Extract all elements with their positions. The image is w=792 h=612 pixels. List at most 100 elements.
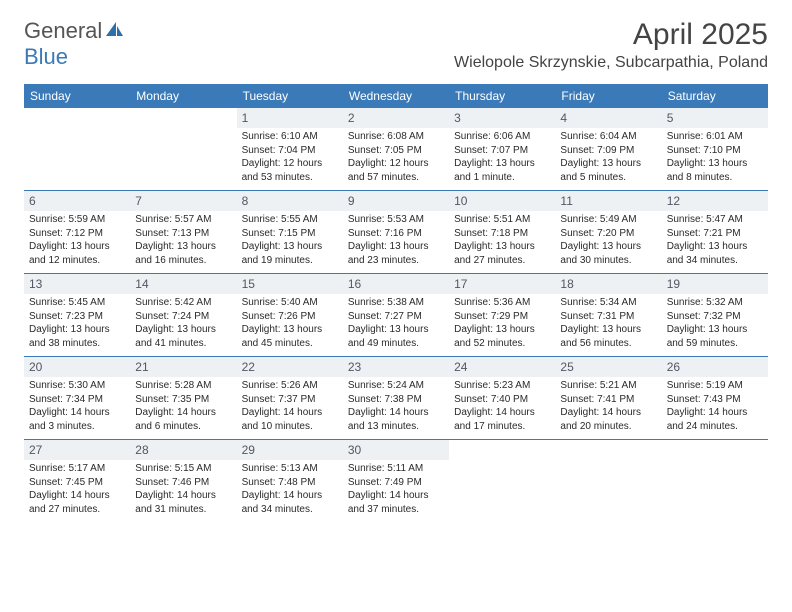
daylight-text: Daylight: 14 hours and 6 minutes.: [135, 406, 231, 433]
day-body: Sunrise: 6:06 AMSunset: 7:07 PMDaylight:…: [449, 128, 555, 188]
daylight-text: Daylight: 14 hours and 34 minutes.: [242, 489, 338, 516]
sunset-text: Sunset: 7:45 PM: [29, 476, 125, 490]
sunset-text: Sunset: 7:13 PM: [135, 227, 231, 241]
day-cell: 16Sunrise: 5:38 AMSunset: 7:27 PMDayligh…: [343, 274, 449, 356]
day-number: 15: [237, 274, 343, 294]
day-number: 14: [130, 274, 236, 294]
sunrise-text: Sunrise: 5:34 AM: [560, 296, 656, 310]
daylight-text: Daylight: 14 hours and 10 minutes.: [242, 406, 338, 433]
daylight-text: Daylight: 13 hours and 19 minutes.: [242, 240, 338, 267]
day-body: Sunrise: 5:51 AMSunset: 7:18 PMDaylight:…: [449, 211, 555, 271]
daylight-text: Daylight: 14 hours and 3 minutes.: [29, 406, 125, 433]
day-body: Sunrise: 6:08 AMSunset: 7:05 PMDaylight:…: [343, 128, 449, 188]
day-cell: 21Sunrise: 5:28 AMSunset: 7:35 PMDayligh…: [130, 357, 236, 439]
sunrise-text: Sunrise: 5:11 AM: [348, 462, 444, 476]
sunrise-text: Sunrise: 5:21 AM: [560, 379, 656, 393]
day-body: Sunrise: 5:28 AMSunset: 7:35 PMDaylight:…: [130, 377, 236, 437]
day-cell: [449, 440, 555, 522]
day-number: 23: [343, 357, 449, 377]
day-cell: 11Sunrise: 5:49 AMSunset: 7:20 PMDayligh…: [555, 191, 661, 273]
day-cell: 14Sunrise: 5:42 AMSunset: 7:24 PMDayligh…: [130, 274, 236, 356]
sunrise-text: Sunrise: 5:59 AM: [29, 213, 125, 227]
weekday-header: Sunday: [24, 84, 130, 108]
day-body: Sunrise: 5:11 AMSunset: 7:49 PMDaylight:…: [343, 460, 449, 520]
daylight-text: Daylight: 13 hours and 8 minutes.: [667, 157, 763, 184]
daylight-text: Daylight: 13 hours and 1 minute.: [454, 157, 550, 184]
day-number: 11: [555, 191, 661, 211]
day-number: 18: [555, 274, 661, 294]
day-number: 12: [662, 191, 768, 211]
day-body: Sunrise: 5:59 AMSunset: 7:12 PMDaylight:…: [24, 211, 130, 271]
daylight-text: Daylight: 13 hours and 56 minutes.: [560, 323, 656, 350]
day-body: Sunrise: 5:30 AMSunset: 7:34 PMDaylight:…: [24, 377, 130, 437]
sunset-text: Sunset: 7:32 PM: [667, 310, 763, 324]
sunrise-text: Sunrise: 5:28 AM: [135, 379, 231, 393]
day-cell: 12Sunrise: 5:47 AMSunset: 7:21 PMDayligh…: [662, 191, 768, 273]
day-number: [449, 440, 555, 444]
sunset-text: Sunset: 7:29 PM: [454, 310, 550, 324]
day-number: 26: [662, 357, 768, 377]
day-number: 9: [343, 191, 449, 211]
day-cell: 24Sunrise: 5:23 AMSunset: 7:40 PMDayligh…: [449, 357, 555, 439]
sunrise-text: Sunrise: 5:17 AM: [29, 462, 125, 476]
sunset-text: Sunset: 7:21 PM: [667, 227, 763, 241]
day-number: 5: [662, 108, 768, 128]
day-body: Sunrise: 5:19 AMSunset: 7:43 PMDaylight:…: [662, 377, 768, 437]
day-cell: 17Sunrise: 5:36 AMSunset: 7:29 PMDayligh…: [449, 274, 555, 356]
sunset-text: Sunset: 7:04 PM: [242, 144, 338, 158]
sail-icon: [104, 18, 124, 44]
sunrise-text: Sunrise: 5:23 AM: [454, 379, 550, 393]
sunrise-text: Sunrise: 5:19 AM: [667, 379, 763, 393]
daylight-text: Daylight: 14 hours and 27 minutes.: [29, 489, 125, 516]
day-cell: 7Sunrise: 5:57 AMSunset: 7:13 PMDaylight…: [130, 191, 236, 273]
brand-name-part1: General: [24, 18, 102, 43]
daylight-text: Daylight: 13 hours and 52 minutes.: [454, 323, 550, 350]
day-cell: 26Sunrise: 5:19 AMSunset: 7:43 PMDayligh…: [662, 357, 768, 439]
sunset-text: Sunset: 7:38 PM: [348, 393, 444, 407]
weekday-header: Friday: [555, 84, 661, 108]
sunrise-text: Sunrise: 6:04 AM: [560, 130, 656, 144]
sunrise-text: Sunrise: 5:32 AM: [667, 296, 763, 310]
day-body: Sunrise: 5:36 AMSunset: 7:29 PMDaylight:…: [449, 294, 555, 354]
day-number: 22: [237, 357, 343, 377]
sunrise-text: Sunrise: 6:01 AM: [667, 130, 763, 144]
daylight-text: Daylight: 12 hours and 57 minutes.: [348, 157, 444, 184]
week-row: 20Sunrise: 5:30 AMSunset: 7:34 PMDayligh…: [24, 357, 768, 440]
day-number: 25: [555, 357, 661, 377]
week-row: 13Sunrise: 5:45 AMSunset: 7:23 PMDayligh…: [24, 274, 768, 357]
day-body: Sunrise: 5:15 AMSunset: 7:46 PMDaylight:…: [130, 460, 236, 520]
day-cell: 20Sunrise: 5:30 AMSunset: 7:34 PMDayligh…: [24, 357, 130, 439]
day-body: Sunrise: 5:55 AMSunset: 7:15 PMDaylight:…: [237, 211, 343, 271]
sunrise-text: Sunrise: 5:13 AM: [242, 462, 338, 476]
sunrise-text: Sunrise: 5:55 AM: [242, 213, 338, 227]
day-body: Sunrise: 5:45 AMSunset: 7:23 PMDaylight:…: [24, 294, 130, 354]
day-cell: 9Sunrise: 5:53 AMSunset: 7:16 PMDaylight…: [343, 191, 449, 273]
sunrise-text: Sunrise: 5:30 AM: [29, 379, 125, 393]
day-cell: [130, 108, 236, 190]
sunrise-text: Sunrise: 6:10 AM: [242, 130, 338, 144]
sunset-text: Sunset: 7:18 PM: [454, 227, 550, 241]
sunset-text: Sunset: 7:27 PM: [348, 310, 444, 324]
day-number: 21: [130, 357, 236, 377]
day-number: 24: [449, 357, 555, 377]
day-number: [555, 440, 661, 444]
day-number: [24, 108, 130, 112]
day-body: Sunrise: 6:01 AMSunset: 7:10 PMDaylight:…: [662, 128, 768, 188]
day-cell: [662, 440, 768, 522]
day-number: [130, 108, 236, 112]
page-header: General Blue April 2025 Wielopole Skrzyn…: [0, 0, 792, 76]
week-row: 6Sunrise: 5:59 AMSunset: 7:12 PMDaylight…: [24, 191, 768, 274]
sunset-text: Sunset: 7:07 PM: [454, 144, 550, 158]
sunset-text: Sunset: 7:24 PM: [135, 310, 231, 324]
day-body: Sunrise: 5:32 AMSunset: 7:32 PMDaylight:…: [662, 294, 768, 354]
day-number: 20: [24, 357, 130, 377]
daylight-text: Daylight: 14 hours and 20 minutes.: [560, 406, 656, 433]
day-body: Sunrise: 6:10 AMSunset: 7:04 PMDaylight:…: [237, 128, 343, 188]
day-number: 29: [237, 440, 343, 460]
weekday-header: Monday: [130, 84, 236, 108]
daylight-text: Daylight: 13 hours and 38 minutes.: [29, 323, 125, 350]
weekday-header: Tuesday: [237, 84, 343, 108]
day-number: 30: [343, 440, 449, 460]
day-body: Sunrise: 5:42 AMSunset: 7:24 PMDaylight:…: [130, 294, 236, 354]
day-number: 28: [130, 440, 236, 460]
